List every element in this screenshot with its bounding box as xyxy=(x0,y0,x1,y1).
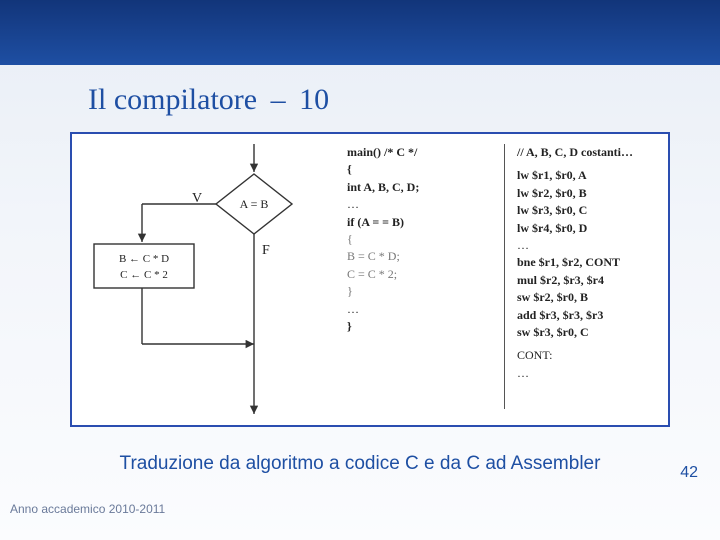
c-l8: C = C * 2; xyxy=(347,266,502,283)
asm-l2: lw $r2, $r0, B xyxy=(517,185,662,202)
asm-l9: add $r3, $r3, $r3 xyxy=(517,307,662,324)
asm-area: // A, B, C, D costanti… lw $r1, $r0, A l… xyxy=(517,144,662,424)
c-l6: { xyxy=(347,231,502,248)
c-l7: B = C * D; xyxy=(347,248,502,265)
asm-l11: … xyxy=(517,365,662,382)
asm-l6: bne $r1, $r2, CONT xyxy=(517,254,662,271)
asm-l7: mul $r2, $r3, $r4 xyxy=(517,272,662,289)
c-l5: if (A = = B) xyxy=(347,214,502,231)
title-main: Il compilatore xyxy=(88,83,257,116)
flow-box-l1: B ← C * D xyxy=(119,253,169,265)
asm-l10: sw $r3, $r0, C xyxy=(517,324,662,341)
title-wrap: Il compilatore – 10 xyxy=(0,65,720,117)
flow-cond-text: A = B xyxy=(240,197,269,211)
asm-l1: lw $r1, $r0, A xyxy=(517,167,662,184)
header-bar xyxy=(0,0,720,65)
asm-l3: lw $r3, $r0, C xyxy=(517,202,662,219)
c-l1: main() /* C */ xyxy=(347,144,502,161)
c-l10: … xyxy=(347,301,502,318)
caption: Traduzione da algoritmo a codice C e da … xyxy=(0,453,720,475)
asm-l5: … xyxy=(517,237,662,254)
flowchart-svg: A = B V B ← C * D C ← C * 2 F xyxy=(82,144,337,424)
c-l4: … xyxy=(347,196,502,213)
footer: Anno accademico 2010-2011 xyxy=(10,502,165,516)
vertical-separator xyxy=(504,144,505,409)
flow-f-label: F xyxy=(262,243,270,258)
flowchart-area: A = B V B ← C * D C ← C * 2 F xyxy=(82,144,337,424)
asm-cont: CONT: xyxy=(517,347,662,364)
asm-l4: lw $r4, $r0, D xyxy=(517,220,662,237)
page-title: Il compilatore – 10 xyxy=(88,83,720,117)
c-l9: } xyxy=(347,283,502,300)
page-number: 42 xyxy=(680,464,698,482)
diagram-box: A = B V B ← C * D C ← C * 2 F main() xyxy=(70,132,670,427)
c-code-area: main() /* C */ { int A, B, C, D; … if (A… xyxy=(347,144,502,424)
asm-c1: // A, B, C, D costanti… xyxy=(517,144,662,161)
c-l3: int A, B, C, D; xyxy=(347,179,502,196)
flow-box-l2: C ← C * 2 xyxy=(120,269,168,281)
slide: Il compilatore – 10 A = B V xyxy=(0,0,720,540)
c-l2: { xyxy=(347,161,502,178)
title-dash: – xyxy=(271,83,286,116)
c-l11: } xyxy=(347,318,502,335)
asm-l8: sw $r2, $r0, B xyxy=(517,289,662,306)
title-num: 10 xyxy=(299,83,329,116)
